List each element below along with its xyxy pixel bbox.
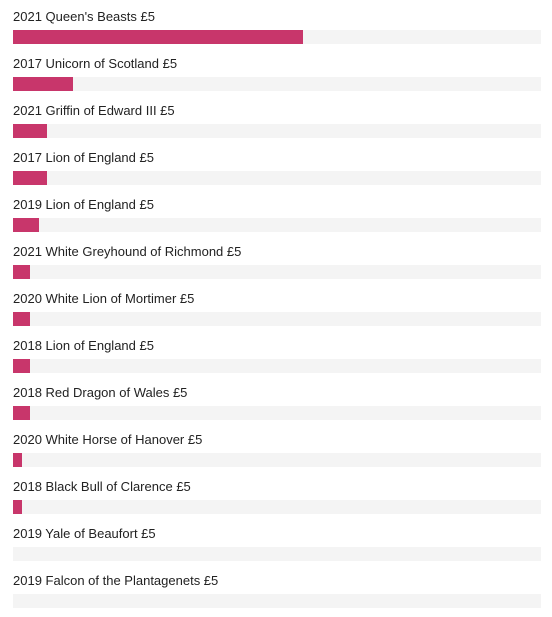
- bar-row: 2018 Black Bull of Clarence £5: [13, 476, 541, 523]
- bar-row: 2021 Griffin of Edward III £5: [13, 100, 541, 147]
- bar-track: [13, 547, 541, 561]
- bar-track: [13, 124, 541, 138]
- bar-label: 2019 Falcon of the Plantagenets £5: [13, 573, 219, 588]
- bar-label: 2017 Unicorn of Scotland £5: [13, 56, 178, 71]
- bar-track: [13, 312, 541, 326]
- bar-row: 2020 White Lion of Mortimer £5: [13, 288, 541, 335]
- bar-chart: 2021 Queen's Beasts £5 2017 Unicorn of Sc…: [13, 6, 541, 608]
- bar: [13, 171, 47, 185]
- bar-track: [13, 594, 541, 608]
- bar-track: [13, 265, 541, 279]
- bar-row: 2020 White Horse of Hanover £5: [13, 429, 541, 476]
- bar: [13, 30, 303, 44]
- bar-track: [13, 453, 541, 467]
- bar: [13, 265, 30, 279]
- bar-row: 2018 Red Dragon of Wales £5: [13, 382, 541, 429]
- bar-label: 2020 White Lion of Mortimer £5: [13, 291, 195, 306]
- bar: [13, 453, 22, 467]
- bar-track: [13, 171, 541, 185]
- bar-row: 2017 Lion of England £5: [13, 147, 541, 194]
- bar-track: [13, 218, 541, 232]
- bar-track: [13, 77, 541, 91]
- bar-label: 2020 White Horse of Hanover £5: [13, 432, 203, 447]
- bar: [13, 406, 30, 420]
- bar-row: 2021 White Greyhound of Richmond £5: [13, 241, 541, 288]
- bar: [13, 312, 30, 326]
- bar-label: 2019 Lion of England £5: [13, 197, 154, 212]
- bar: [13, 124, 47, 138]
- bar-label: 2021 Griffin of Edward III £5: [13, 103, 175, 118]
- bar-label: 2021 White Greyhound of Richmond £5: [13, 244, 242, 259]
- bar-label: 2019 Yale of Beaufort £5: [13, 526, 156, 541]
- bar-label: 2018 Black Bull of Clarence £5: [13, 479, 191, 494]
- bar-row: 2019 Lion of England £5: [13, 194, 541, 241]
- bar-track: [13, 359, 541, 373]
- bar-track: [13, 500, 541, 514]
- bar-row: 2017 Unicorn of Scotland £5: [13, 53, 541, 100]
- bar-label: 2021 Queen's Beasts £5: [13, 9, 155, 24]
- bar-label: 2018 Red Dragon of Wales £5: [13, 385, 188, 400]
- bar-row: 2018 Lion of England £5: [13, 335, 541, 382]
- bar-label: 2017 Lion of England £5: [13, 150, 154, 165]
- bar-row: 2021 Queen's Beasts £5: [13, 6, 541, 53]
- bar-track: [13, 30, 541, 44]
- bar: [13, 359, 30, 373]
- bar-label: 2018 Lion of England £5: [13, 338, 154, 353]
- bar-track: [13, 406, 541, 420]
- bar: [13, 77, 73, 91]
- bar: [13, 500, 22, 514]
- bar-row: 2019 Falcon of the Plantagenets £5: [13, 570, 541, 617]
- bar-row: 2019 Yale of Beaufort £5: [13, 523, 541, 570]
- bar: [13, 218, 39, 232]
